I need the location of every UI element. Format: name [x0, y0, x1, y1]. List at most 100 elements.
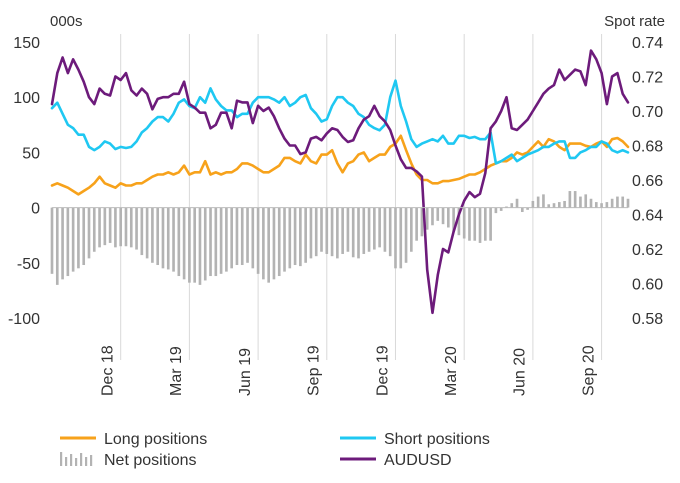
- net-positions-bar: [330, 207, 334, 257]
- net-positions-bar: [277, 207, 281, 277]
- net-positions-bar: [431, 207, 434, 226]
- net-positions-bar: [325, 207, 329, 254]
- net-positions-bar: [505, 206, 508, 208]
- legend-item-short-positions: Short positions: [340, 431, 490, 448]
- net-positions-bar: [367, 207, 371, 252]
- legend-label: Long positions: [104, 431, 207, 448]
- net-positions-bar: [145, 207, 149, 259]
- x-tick-label: Jun 20: [512, 348, 529, 396]
- right-y-tick-label: 0.70: [632, 104, 663, 121]
- legend-label: Short positions: [384, 431, 490, 448]
- net-positions-bar: [283, 207, 286, 272]
- right-y-tick-label: 0.62: [632, 242, 663, 259]
- right-y-tick-label: 0.72: [632, 70, 663, 87]
- net-positions-bar: [600, 203, 603, 208]
- audusd-line: [50, 49, 630, 315]
- net-positions-bar: [203, 207, 207, 281]
- net-positions-bar: [272, 207, 276, 280]
- short-positions-line: [50, 79, 630, 165]
- net-positions-bar: [156, 207, 160, 266]
- net-positions-bar: [235, 207, 239, 266]
- net-positions-bar: [66, 207, 70, 277]
- net-positions-bar: [579, 196, 582, 208]
- net-positions-bar: [499, 207, 503, 211]
- x-tick-label: Mar 19: [168, 346, 185, 396]
- net-positions-bar: [626, 198, 630, 208]
- legend-swatch-bar: [75, 458, 78, 466]
- net-positions-bar: [198, 207, 202, 285]
- net-positions-bar: [468, 207, 471, 241]
- net-positions-bar: [77, 207, 80, 269]
- net-positions-bar: [568, 191, 572, 208]
- net-positions-bar: [489, 207, 492, 241]
- legend-item-long-positions: Long positions: [60, 431, 207, 448]
- left-y-tick-label: -100: [8, 311, 40, 328]
- net-positions-bar: [177, 207, 181, 277]
- net-positions-bar: [351, 207, 355, 258]
- legend-item-audusd: AUDUSD: [340, 452, 452, 469]
- net-positions-bar: [404, 207, 408, 263]
- net-positions-bar: [547, 204, 551, 208]
- net-positions-bar: [240, 207, 244, 266]
- net-positions-bar: [531, 200, 535, 208]
- net-positions-bar: [378, 207, 381, 248]
- right-y-tick-label: 0.58: [632, 311, 663, 328]
- right-y-tick-label: 0.74: [632, 35, 663, 52]
- net-positions-bar: [103, 207, 107, 246]
- net-positions-bar: [520, 207, 524, 213]
- net-positions-bar: [98, 207, 101, 248]
- net-positions-bar: [362, 207, 366, 254]
- net-positions-bar: [473, 207, 477, 241]
- net-positions-bar: [188, 207, 191, 283]
- axes: 000s Spot rate Dec 18 Mar 19 Jun 19 Sep 19 D…: [8, 13, 665, 396]
- net-positions-bar: [484, 207, 487, 241]
- net-positions-bar: [193, 207, 196, 283]
- net-positions-bar: [293, 207, 297, 266]
- net-positions-bar: [589, 198, 593, 208]
- net-positions-bar: [515, 198, 519, 208]
- net-positions-bar: [140, 207, 144, 256]
- net-positions-bar: [605, 202, 609, 208]
- net-positions-bar: [309, 207, 313, 259]
- legend-swatch-bar: [80, 453, 83, 466]
- left-y-tick-label: 50: [22, 145, 40, 162]
- net-positions-bar: [219, 207, 223, 274]
- legend-item-net-positions: Net positions: [60, 452, 197, 469]
- net-positions-bar: [82, 207, 86, 266]
- net-positions-bar: [594, 202, 598, 208]
- net-positions-bar: [304, 207, 307, 263]
- legend-swatch-bar: [85, 457, 88, 466]
- net-positions-bar: [172, 207, 175, 272]
- net-positions-bar: [288, 207, 292, 269]
- net-positions-bar: [610, 198, 614, 208]
- left-y-tick-label: 0: [31, 201, 40, 218]
- net-positions-bar: [114, 207, 117, 248]
- net-positions-bar: [394, 207, 397, 269]
- x-tick-label: Dec 18: [99, 345, 116, 396]
- net-positions-bar: [336, 207, 339, 259]
- net-positions-bar: [225, 207, 228, 272]
- legend-label: Net positions: [104, 452, 197, 469]
- net-positions-bar: [494, 207, 498, 214]
- series-lines: [50, 49, 630, 315]
- net-positions-bar: [410, 207, 413, 252]
- net-positions-bar: [299, 207, 302, 267]
- net-positions-bar: [61, 207, 64, 280]
- net-positions-bar: [441, 207, 445, 225]
- net-positions-bar: [478, 207, 482, 243]
- legend-label: AUDUSD: [384, 452, 452, 469]
- gridlines: [120, 34, 603, 360]
- net-positions-bar: [557, 202, 561, 208]
- net-positions-bar: [135, 207, 138, 250]
- long-positions-line: [50, 134, 630, 196]
- net-positions-bar: [536, 196, 540, 208]
- net-positions-bar: [457, 207, 461, 236]
- right-y-tick-label: 0.60: [632, 277, 663, 294]
- net-positions-bar: [341, 207, 344, 254]
- legend-swatch-bar: [90, 455, 93, 466]
- net-positions-bar: [161, 207, 165, 269]
- x-tick-label: Dec 19: [374, 345, 391, 396]
- net-positions-bar: [230, 207, 233, 269]
- right-y-tick-label: 0.64: [632, 208, 663, 225]
